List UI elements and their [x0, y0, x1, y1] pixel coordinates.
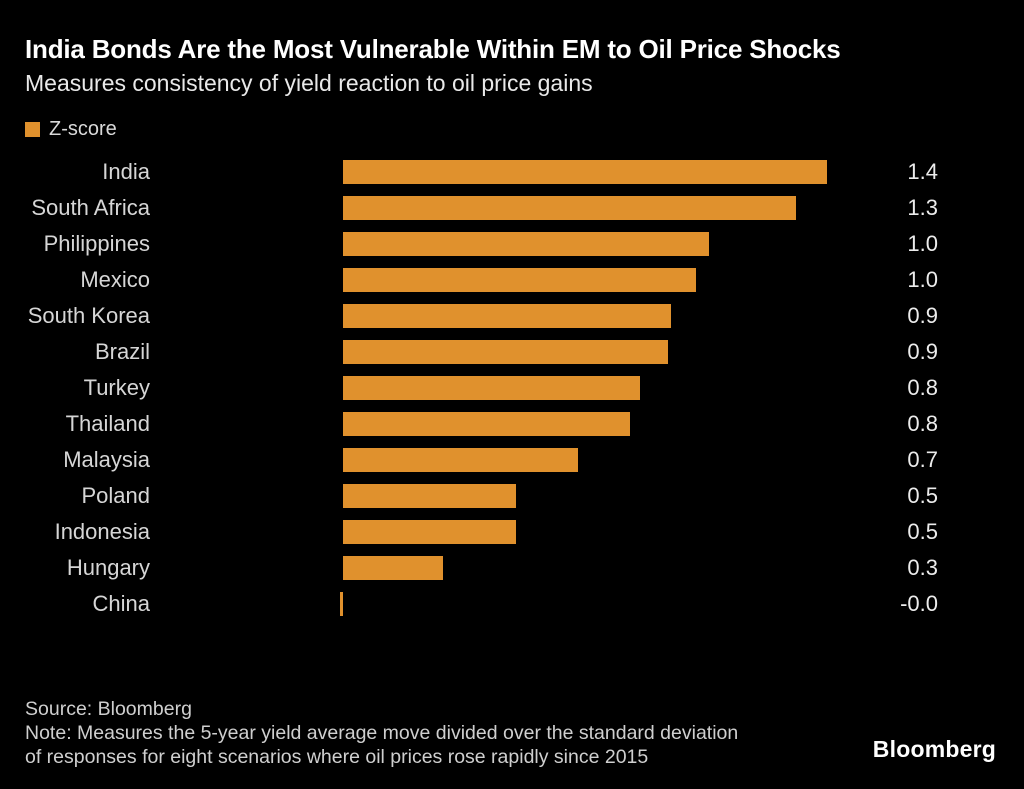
legend-label: Z-score: [49, 118, 117, 140]
country-label: Indonesia: [54, 519, 150, 544]
bloomberg-logo: Bloomberg: [872, 736, 996, 762]
country-label: Brazil: [94, 339, 150, 364]
page-title: India Bonds Are the Most Vulnerable With…: [25, 34, 841, 64]
value-bar: [343, 520, 516, 544]
value-label: 1.0: [907, 231, 938, 256]
country-label: Turkey: [83, 375, 150, 400]
country-label: Poland: [81, 483, 150, 508]
bar-track: [343, 520, 870, 544]
note-text-line1: Note: Measures the 5-year yield average …: [25, 722, 739, 744]
source-text: Source: Bloomberg: [25, 698, 192, 720]
bar-row: Poland 0.5: [0, 478, 1024, 514]
value-bar: [343, 304, 671, 328]
bar-row: Brazil 0.9: [0, 334, 1024, 370]
country-label: South Africa: [31, 195, 150, 220]
bar-chart: India 1.4 South Africa 1.3 Philippines 1…: [0, 154, 1024, 622]
bar-track: [343, 448, 870, 472]
value-label: 0.8: [907, 375, 938, 400]
country-label: Hungary: [66, 555, 150, 580]
bar-row: China -0.0: [0, 586, 1024, 622]
value-label: 0.9: [907, 303, 938, 328]
value-bar: [343, 556, 443, 580]
bar-track: [343, 412, 870, 436]
value-label: 1.3: [907, 195, 938, 220]
bar-track: [340, 592, 870, 616]
chart-subtitle: Measures consistency of yield reaction t…: [25, 70, 593, 96]
country-label: India: [102, 159, 150, 184]
value-label: 1.4: [907, 159, 938, 184]
country-label: Philippines: [43, 231, 150, 256]
value-bar: [343, 412, 630, 436]
footer-notes: Source: Bloomberg Note: Measures the 5-y…: [25, 697, 738, 769]
bar-row: India 1.4: [0, 154, 1024, 190]
value-bar: [343, 196, 796, 220]
value-label: 1.0: [907, 267, 938, 292]
bar-track: [343, 340, 870, 364]
value-label: -0.0: [900, 591, 938, 616]
value-label: 0.3: [907, 555, 938, 580]
value-bar: [343, 268, 696, 292]
bar-row: South Korea 0.9: [0, 298, 1024, 334]
bar-row: Philippines 1.0: [0, 226, 1024, 262]
bar-row: Hungary 0.3: [0, 550, 1024, 586]
bar-track: [343, 484, 870, 508]
country-label: South Korea: [27, 303, 150, 328]
value-bar: [343, 448, 578, 472]
country-label: Thailand: [65, 411, 150, 436]
country-label: Mexico: [80, 267, 150, 292]
country-label: Malaysia: [63, 447, 150, 472]
value-label: 0.5: [907, 483, 938, 508]
bar-track: [343, 376, 870, 400]
value-label: 0.7: [907, 447, 938, 472]
bar-track: [343, 268, 870, 292]
value-label: 0.5: [907, 519, 938, 544]
bar-row: South Africa 1.3: [0, 190, 1024, 226]
value-bar: [343, 484, 516, 508]
bar-track: [343, 232, 870, 256]
note-text-line2: of responses for eight scenarios where o…: [25, 746, 649, 768]
bar-track: [343, 556, 870, 580]
value-bar: [343, 376, 640, 400]
country-label: China: [92, 591, 150, 616]
bar-row: Turkey 0.8: [0, 370, 1024, 406]
bar-track: [343, 304, 870, 328]
value-label: 0.9: [907, 339, 938, 364]
legend-swatch-icon: [25, 122, 40, 137]
value-bar: [343, 232, 709, 256]
bar-row: Indonesia 0.5: [0, 514, 1024, 550]
value-bar: [343, 160, 827, 184]
bar-row: Mexico 1.0: [0, 262, 1024, 298]
bar-row: Thailand 0.8: [0, 406, 1024, 442]
value-bar: [343, 340, 668, 364]
legend: Z-score: [25, 118, 117, 141]
value-bar: [340, 592, 343, 616]
value-label: 0.8: [907, 411, 938, 436]
bar-track: [343, 160, 870, 184]
bar-row: Malaysia 0.7: [0, 442, 1024, 478]
bar-track: [343, 196, 870, 220]
